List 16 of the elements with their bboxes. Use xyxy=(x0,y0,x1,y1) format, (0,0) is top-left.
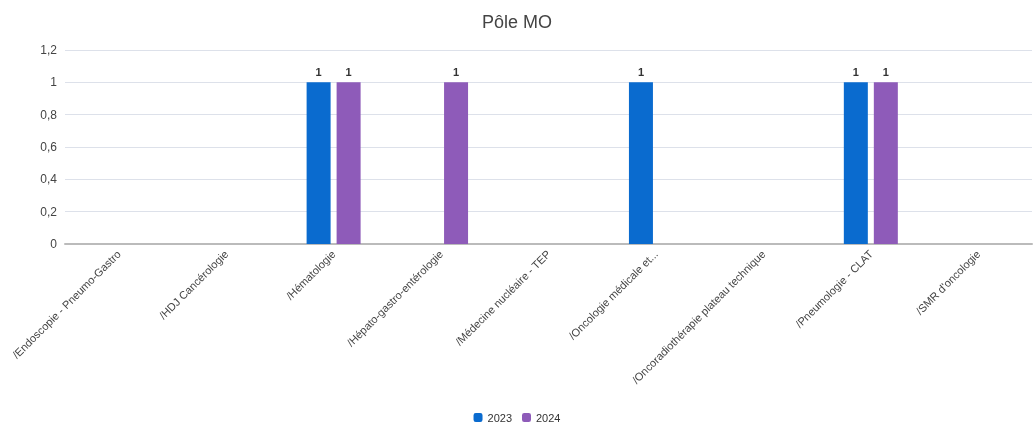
legend-label: 2023 xyxy=(487,411,513,424)
data-label: 1 xyxy=(345,65,352,78)
chart-title: Pôle MO xyxy=(481,12,553,32)
y-tick-label: 0,6 xyxy=(40,140,58,154)
y-tick-label: 1 xyxy=(50,75,58,90)
data-label: 1 xyxy=(637,65,645,78)
legend-label: 2024 xyxy=(536,411,561,424)
y-tick-label: 0,4 xyxy=(40,172,58,187)
y-tick-label: 0,2 xyxy=(40,204,58,219)
data-label: 1 xyxy=(882,65,889,78)
y-tick-label: 0 xyxy=(50,237,58,251)
data-label: 1 xyxy=(452,65,460,78)
data-label: 1 xyxy=(315,65,322,78)
y-tick-label: 1,2 xyxy=(40,43,58,57)
y-tick-label: 0,8 xyxy=(40,107,58,122)
data-label: 1 xyxy=(852,65,859,78)
